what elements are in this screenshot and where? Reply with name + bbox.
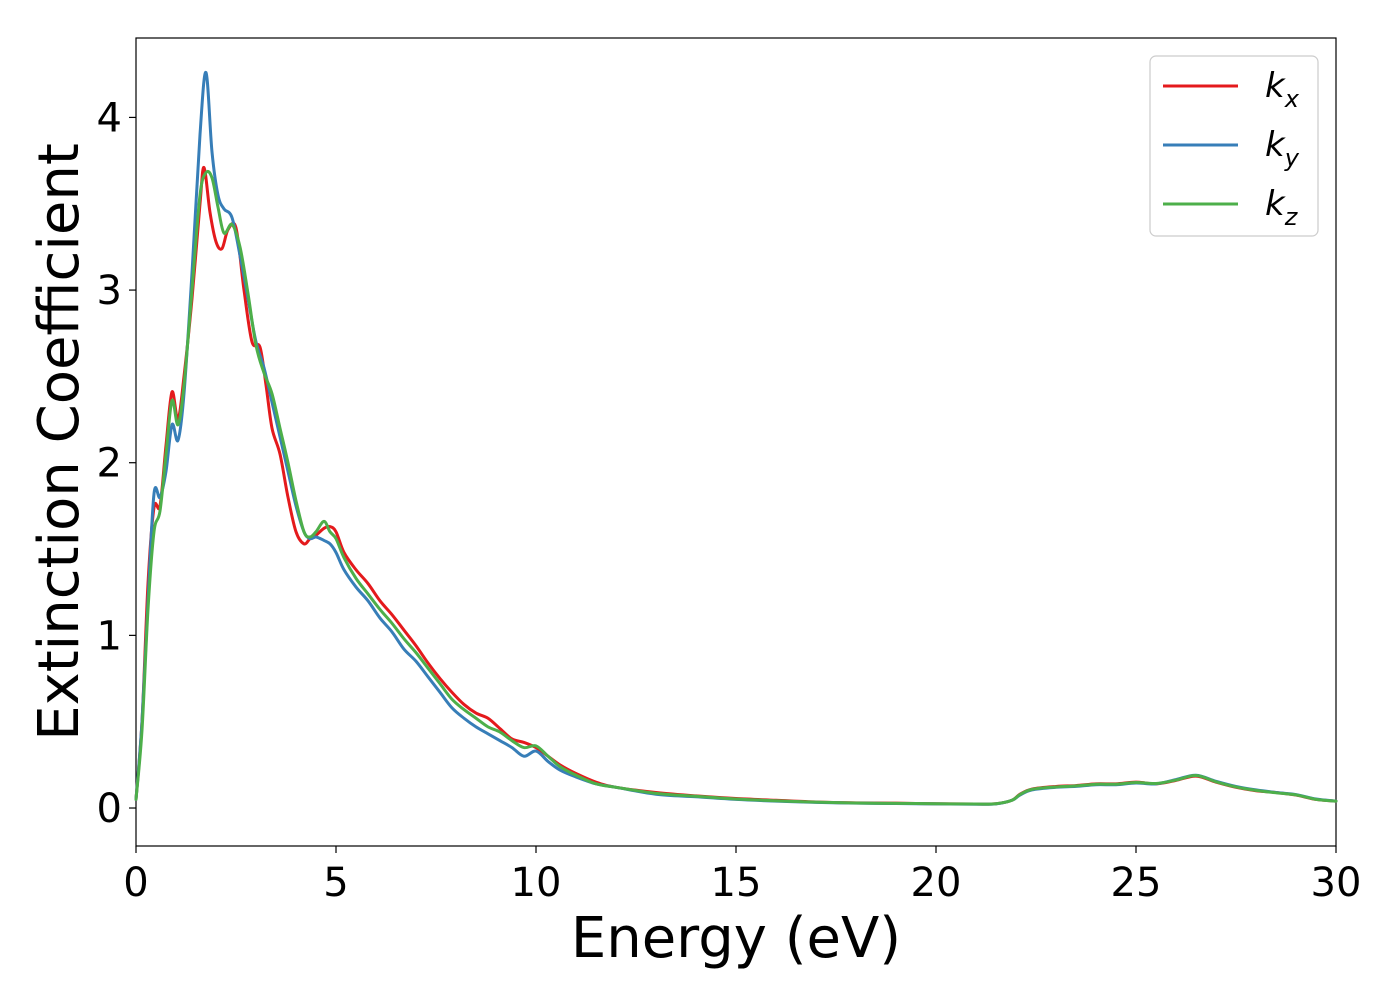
y-tick-label: 0 — [97, 786, 122, 832]
x-tick-label: 5 — [323, 860, 348, 906]
y-tick-label: 4 — [97, 95, 122, 141]
x-tick-label: 0 — [123, 860, 148, 906]
x-axis-ticks: 0 5 10 15 20 25 30 — [123, 846, 1361, 906]
x-tick-label: 15 — [711, 860, 762, 906]
legend-label-main: k — [1265, 66, 1286, 106]
legend-label-x: kx — [1265, 66, 1300, 113]
x-tick-label: 30 — [1311, 860, 1362, 906]
legend-label-sub: z — [1284, 203, 1299, 231]
series-layer — [134, 71, 1338, 806]
series-line-x — [134, 165, 1338, 806]
legend-label-sub: x — [1284, 85, 1300, 113]
legend-label-main: k — [1265, 184, 1286, 224]
y-axis-ticks: 0 1 2 3 4 — [97, 95, 136, 832]
x-tick-label: 25 — [1111, 860, 1162, 906]
legend-label-z: kz — [1265, 184, 1299, 231]
y-tick-label: 2 — [97, 441, 122, 487]
series-line-z — [134, 169, 1338, 806]
y-axis-label: Extinction Coefficient — [27, 143, 92, 741]
y-tick-label: 3 — [97, 268, 122, 314]
legend-label-y: ky — [1265, 125, 1300, 172]
legend-label-sub: y — [1284, 144, 1300, 172]
y-tick-label: 1 — [97, 613, 122, 659]
legend-label-main: k — [1265, 125, 1286, 165]
x-tick-label: 20 — [911, 860, 962, 906]
x-axis-label: Energy (eV) — [571, 906, 901, 971]
x-tick-label: 10 — [511, 860, 562, 906]
